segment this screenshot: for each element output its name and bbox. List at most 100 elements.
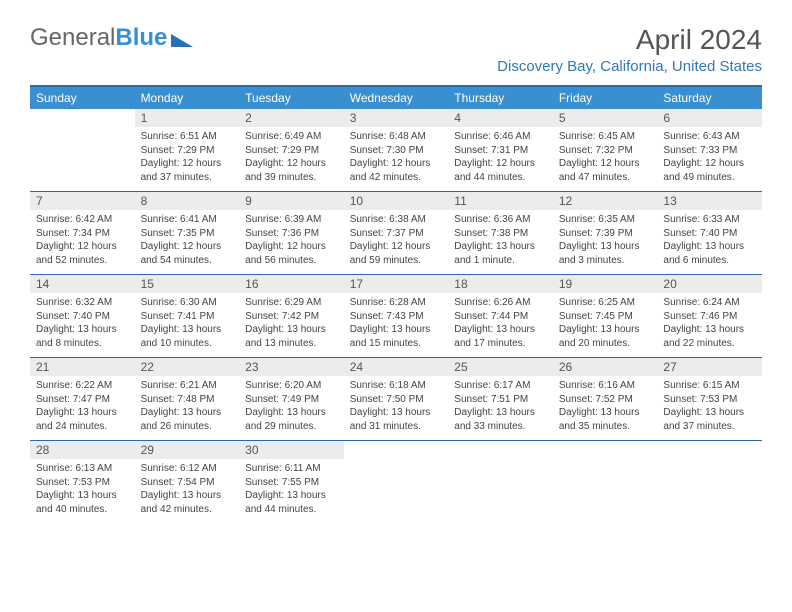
day-detail-line: Sunrise: 6:36 AM (454, 213, 547, 227)
day-detail-line: Sunset: 7:52 PM (559, 393, 652, 407)
day-detail-line: Sunset: 7:50 PM (350, 393, 443, 407)
day-number: 16 (239, 275, 344, 293)
day-detail-line: Daylight: 13 hours (245, 406, 338, 420)
day-detail-line: Daylight: 13 hours (36, 489, 129, 503)
calendar-week-row: 14Sunrise: 6:32 AMSunset: 7:40 PMDayligh… (30, 274, 762, 357)
day-details: Sunrise: 6:16 AMSunset: 7:52 PMDaylight:… (553, 376, 658, 437)
day-detail-line: Sunrise: 6:35 AM (559, 213, 652, 227)
calendar-day-cell: 30Sunrise: 6:11 AMSunset: 7:55 PMDayligh… (239, 441, 344, 523)
calendar-day-cell: 18Sunrise: 6:26 AMSunset: 7:44 PMDayligh… (448, 275, 553, 357)
calendar-day-cell: 11Sunrise: 6:36 AMSunset: 7:38 PMDayligh… (448, 192, 553, 274)
weekday-header-row: Sunday Monday Tuesday Wednesday Thursday… (30, 87, 762, 109)
day-detail-line: Sunset: 7:41 PM (141, 310, 234, 324)
day-detail-line: Sunset: 7:34 PM (36, 227, 129, 241)
day-detail-line: Daylight: 13 hours (141, 323, 234, 337)
calendar-day-cell: 23Sunrise: 6:20 AMSunset: 7:49 PMDayligh… (239, 358, 344, 440)
brand-word-2: Blue (115, 24, 167, 52)
day-details: Sunrise: 6:21 AMSunset: 7:48 PMDaylight:… (135, 376, 240, 437)
day-number: 30 (239, 441, 344, 459)
calendar-day-cell: 13Sunrise: 6:33 AMSunset: 7:40 PMDayligh… (657, 192, 762, 274)
day-detail-line: Daylight: 13 hours (454, 240, 547, 254)
day-detail-line: Sunset: 7:53 PM (663, 393, 756, 407)
day-detail-line: and 8 minutes. (36, 337, 129, 351)
day-details: Sunrise: 6:33 AMSunset: 7:40 PMDaylight:… (657, 210, 762, 271)
calendar-day-cell: 6Sunrise: 6:43 AMSunset: 7:33 PMDaylight… (657, 109, 762, 191)
day-details: Sunrise: 6:41 AMSunset: 7:35 PMDaylight:… (135, 210, 240, 271)
day-detail-line: and 47 minutes. (559, 171, 652, 185)
weekday-header: Tuesday (239, 87, 344, 109)
day-detail-line: Sunrise: 6:46 AM (454, 130, 547, 144)
day-detail-line: Daylight: 13 hours (454, 406, 547, 420)
day-detail-line: Sunrise: 6:17 AM (454, 379, 547, 393)
day-detail-line: Sunset: 7:46 PM (663, 310, 756, 324)
day-detail-line: Daylight: 13 hours (36, 406, 129, 420)
day-detail-line: Sunrise: 6:42 AM (36, 213, 129, 227)
calendar-day-cell (553, 441, 658, 523)
day-detail-line: Sunset: 7:35 PM (141, 227, 234, 241)
day-detail-line: and 37 minutes. (141, 171, 234, 185)
day-detail-line: Sunset: 7:45 PM (559, 310, 652, 324)
day-detail-line: Sunset: 7:29 PM (141, 144, 234, 158)
day-number: 25 (448, 358, 553, 376)
day-detail-line: Sunset: 7:54 PM (141, 476, 234, 490)
day-number: 8 (135, 192, 240, 210)
calendar-grid: Sunday Monday Tuesday Wednesday Thursday… (30, 85, 762, 523)
day-detail-line: Daylight: 13 hours (36, 323, 129, 337)
day-detail-line: Sunrise: 6:15 AM (663, 379, 756, 393)
day-details: Sunrise: 6:28 AMSunset: 7:43 PMDaylight:… (344, 293, 449, 354)
day-detail-line: Daylight: 13 hours (350, 323, 443, 337)
day-detail-line: Sunrise: 6:20 AM (245, 379, 338, 393)
day-number: 27 (657, 358, 762, 376)
day-detail-line: Daylight: 12 hours (350, 240, 443, 254)
day-detail-line: Sunrise: 6:30 AM (141, 296, 234, 310)
day-detail-line: Sunrise: 6:21 AM (141, 379, 234, 393)
day-number: 29 (135, 441, 240, 459)
day-number: 14 (30, 275, 135, 293)
calendar-page: GeneralBlue April 2024 Discovery Bay, Ca… (0, 0, 792, 543)
day-details: Sunrise: 6:17 AMSunset: 7:51 PMDaylight:… (448, 376, 553, 437)
day-detail-line: and 44 minutes. (245, 503, 338, 517)
day-details: Sunrise: 6:43 AMSunset: 7:33 PMDaylight:… (657, 127, 762, 188)
day-detail-line: Daylight: 13 hours (454, 323, 547, 337)
day-details: Sunrise: 6:51 AMSunset: 7:29 PMDaylight:… (135, 127, 240, 188)
day-number: 22 (135, 358, 240, 376)
day-detail-line: and 26 minutes. (141, 420, 234, 434)
weekday-header: Wednesday (344, 87, 449, 109)
day-detail-line: Sunset: 7:53 PM (36, 476, 129, 490)
day-detail-line: Daylight: 12 hours (350, 157, 443, 171)
calendar-day-cell: 27Sunrise: 6:15 AMSunset: 7:53 PMDayligh… (657, 358, 762, 440)
day-detail-line: Sunrise: 6:39 AM (245, 213, 338, 227)
day-detail-line: and 10 minutes. (141, 337, 234, 351)
day-detail-line: Daylight: 12 hours (141, 240, 234, 254)
day-details: Sunrise: 6:26 AMSunset: 7:44 PMDaylight:… (448, 293, 553, 354)
weekday-header: Thursday (448, 87, 553, 109)
day-detail-line: and 13 minutes. (245, 337, 338, 351)
day-detail-line: Sunset: 7:42 PM (245, 310, 338, 324)
calendar-day-cell: 14Sunrise: 6:32 AMSunset: 7:40 PMDayligh… (30, 275, 135, 357)
day-detail-line: Daylight: 12 hours (663, 157, 756, 171)
calendar-week-row: 21Sunrise: 6:22 AMSunset: 7:47 PMDayligh… (30, 357, 762, 440)
day-detail-line: Daylight: 12 hours (245, 240, 338, 254)
day-detail-line: and 40 minutes. (36, 503, 129, 517)
day-detail-line: Sunset: 7:39 PM (559, 227, 652, 241)
day-detail-line: Sunset: 7:43 PM (350, 310, 443, 324)
calendar-day-cell: 19Sunrise: 6:25 AMSunset: 7:45 PMDayligh… (553, 275, 658, 357)
day-detail-line: Daylight: 13 hours (141, 406, 234, 420)
day-details: Sunrise: 6:42 AMSunset: 7:34 PMDaylight:… (30, 210, 135, 271)
day-details: Sunrise: 6:48 AMSunset: 7:30 PMDaylight:… (344, 127, 449, 188)
day-detail-line: and 42 minutes. (141, 503, 234, 517)
day-detail-line: Sunset: 7:44 PM (454, 310, 547, 324)
location-subtitle: Discovery Bay, California, United States (497, 58, 762, 75)
day-details: Sunrise: 6:13 AMSunset: 7:53 PMDaylight:… (30, 459, 135, 520)
day-detail-line: and 3 minutes. (559, 254, 652, 268)
day-number: 10 (344, 192, 449, 210)
weekday-header: Monday (135, 87, 240, 109)
calendar-week-row: 28Sunrise: 6:13 AMSunset: 7:53 PMDayligh… (30, 440, 762, 523)
calendar-day-cell: 17Sunrise: 6:28 AMSunset: 7:43 PMDayligh… (344, 275, 449, 357)
day-detail-line: and 59 minutes. (350, 254, 443, 268)
logo: GeneralBlue (30, 24, 193, 52)
day-detail-line: Daylight: 12 hours (559, 157, 652, 171)
day-number: 26 (553, 358, 658, 376)
day-detail-line: Daylight: 13 hours (559, 240, 652, 254)
day-details: Sunrise: 6:32 AMSunset: 7:40 PMDaylight:… (30, 293, 135, 354)
